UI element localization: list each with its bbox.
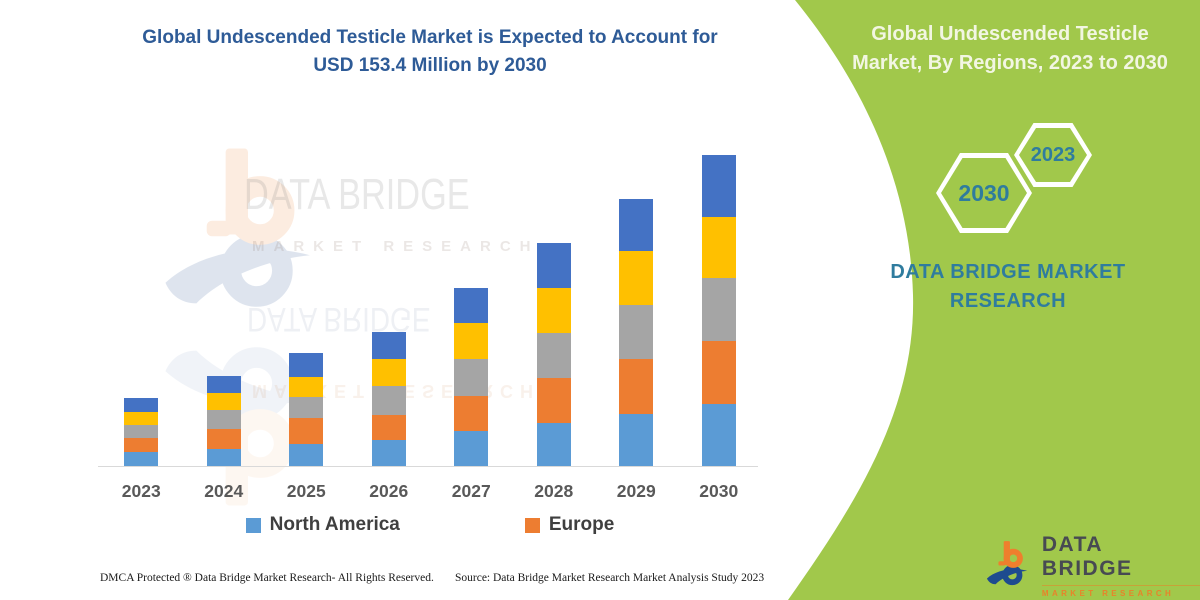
chart-title-line2: USD 153.4 Million by 2030 xyxy=(313,54,547,76)
bar-segment xyxy=(289,376,324,398)
bar-segment xyxy=(536,332,571,378)
x-tick-2030: 2030 xyxy=(699,481,739,501)
legend-item: North America xyxy=(245,514,400,536)
bar-segment xyxy=(701,341,736,405)
data-bridge-logo-icon xyxy=(986,540,1028,585)
side-panel-title: Global Undescended Testicle Market, By R… xyxy=(852,23,1168,74)
hexagon-2030-label: 2030 xyxy=(958,179,1010,206)
bar-segment xyxy=(124,438,159,452)
bar-segment xyxy=(619,251,654,305)
x-tick-2025: 2025 xyxy=(286,481,326,501)
x-axis-line xyxy=(98,466,758,467)
legend-label: North America xyxy=(269,514,400,535)
bar-segment xyxy=(371,414,406,440)
footer-copyright: DMCA Protected ® Data Bridge Market Rese… xyxy=(100,572,434,584)
x-tick-2023: 2023 xyxy=(121,481,161,501)
bar-segment xyxy=(701,217,736,278)
bar-segment xyxy=(454,322,489,359)
bar-segment xyxy=(206,376,241,393)
bar-segment xyxy=(124,398,159,412)
bar-segment xyxy=(206,410,241,430)
bar-segment xyxy=(206,392,241,411)
chart-title: Global Undescended Testicle Market is Ex… xyxy=(100,24,760,79)
legend-swatch-icon xyxy=(524,517,540,533)
hexagon-2023-label: 2023 xyxy=(1030,143,1076,166)
bar-segment xyxy=(619,304,654,360)
bar-segment xyxy=(206,429,241,450)
bar-2025 xyxy=(289,353,324,466)
bar-2023 xyxy=(124,398,159,466)
bar-2024 xyxy=(206,376,241,466)
bar-segment xyxy=(536,287,571,333)
bar-segment xyxy=(701,155,736,218)
bar-segment xyxy=(619,198,654,252)
bar-segment xyxy=(289,417,324,445)
bar-segment xyxy=(536,422,571,466)
side-panel xyxy=(788,0,1200,600)
bar-segment xyxy=(454,358,489,396)
side-panel-shape xyxy=(788,0,1200,600)
bar-segment xyxy=(701,404,736,466)
bar-segment xyxy=(701,277,736,342)
bar-segment xyxy=(289,444,324,466)
bar-segment xyxy=(454,287,489,323)
bar-segment xyxy=(454,395,489,431)
bar-segment xyxy=(124,425,159,438)
bar-segment xyxy=(536,242,571,288)
watermark-data-bridge-logo-icon xyxy=(165,148,310,307)
legend-swatch-icon xyxy=(245,517,261,533)
bars-container xyxy=(100,153,760,466)
bar-segment xyxy=(454,430,489,466)
x-tick-2028: 2028 xyxy=(534,481,574,501)
bar-segment xyxy=(206,449,241,466)
bar-segment xyxy=(371,331,406,359)
hexagon-2023: 2023 xyxy=(1014,123,1092,187)
brand-logo: DATA BRIDGE MARKET RESEARCH xyxy=(986,533,1200,598)
chart-title-line1: Global Undescended Testicle Market is Ex… xyxy=(142,27,718,48)
bar-segment xyxy=(371,358,406,387)
bar-2027 xyxy=(454,287,489,466)
bar-segment xyxy=(371,386,406,415)
x-tick-2027: 2027 xyxy=(451,481,491,501)
x-tick-2024: 2024 xyxy=(204,481,244,501)
bar-2029 xyxy=(619,198,654,466)
legend-item: Europe xyxy=(524,514,615,536)
legend: North America Europe xyxy=(100,514,760,536)
bar-segment xyxy=(619,359,654,415)
x-tick-2029: 2029 xyxy=(616,481,656,501)
bar-segment xyxy=(371,439,406,466)
bar-segment xyxy=(124,412,159,425)
bar-2028 xyxy=(536,242,571,466)
x-tick-2026: 2026 xyxy=(369,481,409,501)
legend-label: Europe xyxy=(548,514,615,535)
x-axis-labels: 2023 2024 2025 2026 2027 2028 2029 2030 xyxy=(100,481,760,502)
brand-logo-text: DATA BRIDGE MARKET RESEARCH xyxy=(1041,533,1200,598)
bar-segment xyxy=(289,397,324,418)
brand-logo-subtitle: MARKET RESEARCH xyxy=(1041,585,1200,598)
footer-source: Source: Data Bridge Market Research Mark… xyxy=(455,572,765,584)
bar-2026 xyxy=(371,331,406,466)
bar-segment xyxy=(619,414,654,466)
brand-logo-name: DATA BRIDGE xyxy=(1041,533,1133,580)
side-panel-brand-text: DATA BRIDGE MARKET RESEARCH xyxy=(890,261,1126,312)
bar-2030 xyxy=(701,155,736,466)
bar-segment xyxy=(536,377,571,423)
watermark-subtext: MARKET RESEARCH xyxy=(252,238,540,255)
watermark-text: DATA BRIDGE xyxy=(244,170,470,219)
bar-segment xyxy=(289,353,324,377)
bar-segment xyxy=(124,452,159,466)
